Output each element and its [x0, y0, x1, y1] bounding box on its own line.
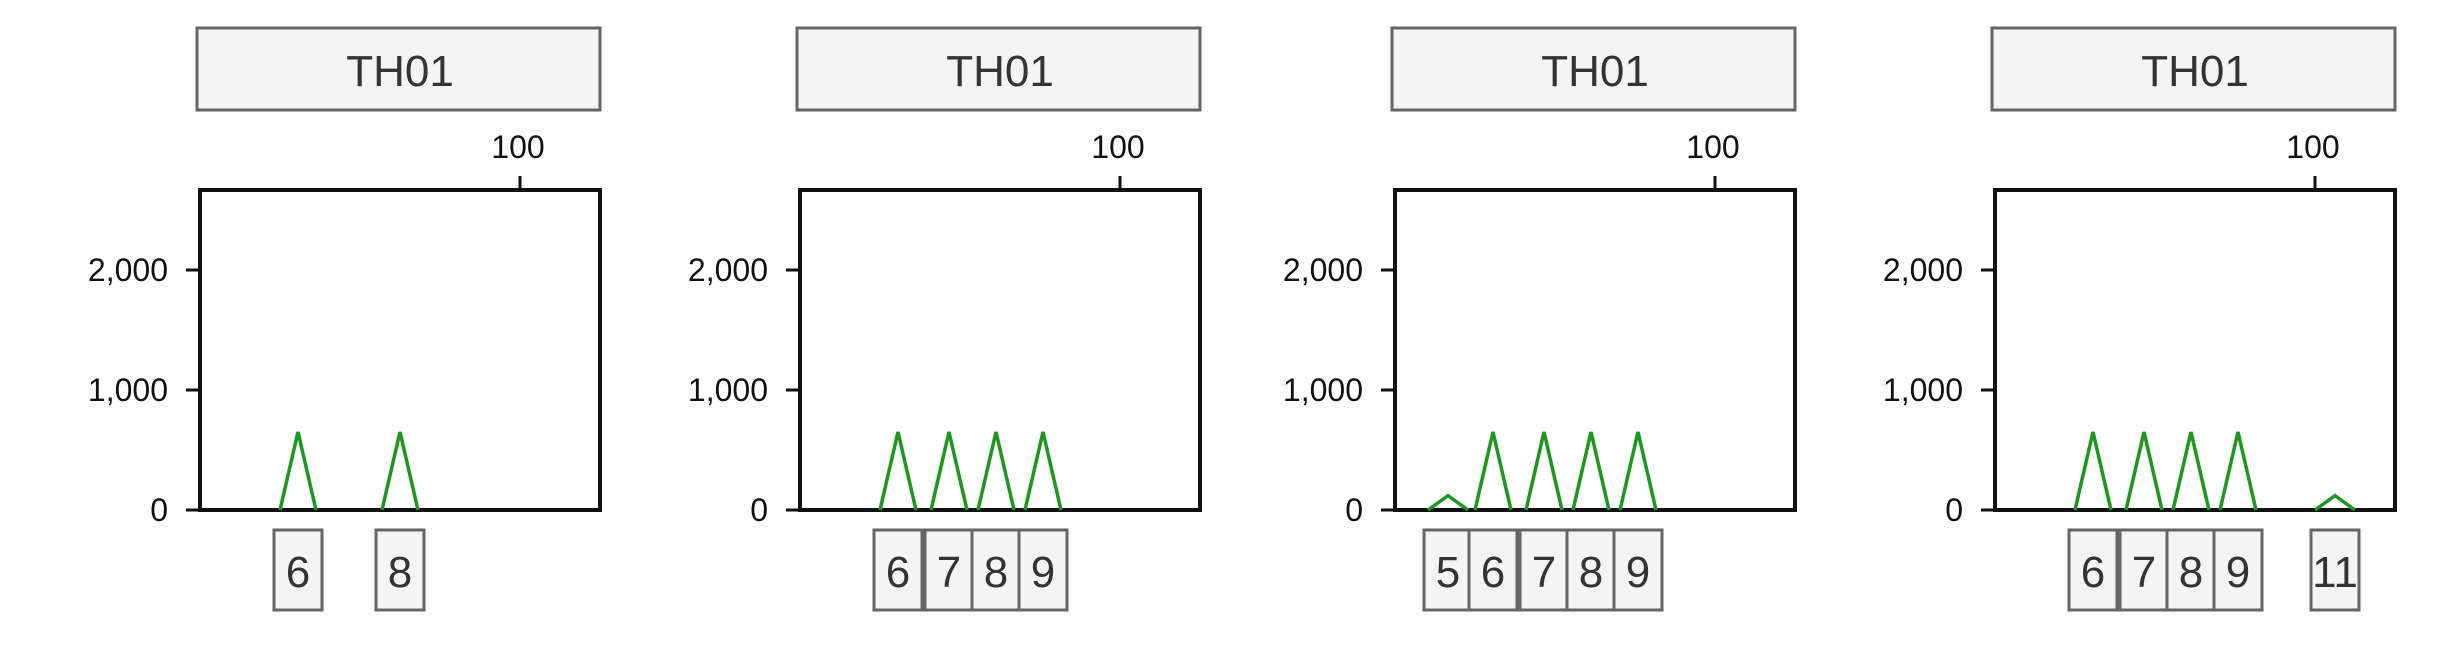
allele-label: 9	[2226, 548, 2250, 597]
allele-label: 8	[388, 548, 412, 597]
y-tick-label: 2,000	[1883, 252, 1963, 288]
allele-label: 9	[1626, 548, 1650, 597]
allele-label: 9	[1031, 548, 1055, 597]
y-tick-label: 2,000	[1283, 252, 1363, 288]
plot-frame	[1393, 188, 1797, 512]
y-tick-label: 0	[750, 492, 768, 528]
allele-label-box	[272, 528, 324, 612]
peak-allele-6	[2073, 431, 2113, 511]
allele-label: 5	[1436, 548, 1460, 597]
allele-label-box	[374, 528, 426, 612]
y-tick-label: 1,000	[1883, 372, 1963, 408]
allele-label: 7	[1532, 548, 1556, 597]
allele-label: 8	[1579, 548, 1603, 597]
x-tick-label: 100	[1686, 129, 1739, 165]
peak-allele-5	[1426, 493, 1470, 512]
panel-title-box	[1990, 26, 2397, 112]
peak-allele-8	[380, 431, 420, 511]
peak-allele-7	[929, 431, 969, 511]
allele-label: 7	[937, 548, 961, 597]
allele-label: 6	[1481, 548, 1505, 597]
peak-allele-8	[1571, 431, 1611, 511]
panel-1: TH01 0 1,000 2,000 100 6 8	[88, 26, 602, 612]
allele-label: 6	[2081, 548, 2105, 597]
panel-4: TH01 0 1,000 2,000 100 6 7 8 9 11	[1883, 26, 2397, 612]
panel-title-box	[795, 26, 1202, 112]
panel-2: TH01 0 1,000 2,000 100 6 7 8 9	[688, 26, 1202, 612]
x-tick-label: 100	[2286, 129, 2339, 165]
y-tick-label: 1,000	[688, 372, 768, 408]
peak-allele-6	[278, 431, 318, 511]
panel-title-box	[1390, 26, 1797, 112]
allele-label: 6	[286, 548, 310, 597]
x-tick-label: 100	[1091, 129, 1144, 165]
y-tick-label: 0	[1345, 492, 1363, 528]
allele-label-box	[2212, 528, 2264, 612]
allele-label: 7	[2132, 548, 2156, 597]
panel-title: TH01	[2141, 47, 2249, 96]
panel-title: TH01	[946, 47, 1054, 96]
y-tick-label: 0	[150, 492, 168, 528]
x-tick-label: 100	[491, 129, 544, 165]
panel-title-box	[195, 26, 602, 112]
peak-allele-9	[1023, 431, 1063, 511]
peak-allele-7	[1524, 431, 1564, 511]
panel-title: TH01	[1541, 47, 1649, 96]
panel-title: TH01	[346, 47, 454, 96]
peak-allele-6	[1473, 431, 1513, 511]
allele-label-box	[1612, 528, 1664, 612]
allele-label-box	[1467, 528, 1519, 612]
peak-allele-9	[1618, 431, 1658, 511]
peak-allele-8	[2171, 431, 2211, 511]
allele-label-box	[2067, 528, 2119, 612]
panel-3: TH01 0 1,000 2,000 100 5 6 7 8 9	[1283, 26, 1797, 612]
plot-frame	[1993, 188, 2397, 512]
y-tick-label: 2,000	[688, 252, 768, 288]
allele-label-box	[2118, 528, 2170, 612]
plot-frame	[798, 188, 1202, 512]
allele-label-box	[2309, 528, 2361, 612]
allele-label: 8	[2179, 548, 2203, 597]
peak-allele-8	[976, 431, 1016, 511]
allele-label: 6	[886, 548, 910, 597]
allele-label-box	[1017, 528, 1069, 612]
peak-allele-11	[2313, 493, 2357, 512]
allele-label-box	[1518, 528, 1570, 612]
y-tick-label: 1,000	[88, 372, 168, 408]
y-tick-label: 2,000	[88, 252, 168, 288]
y-tick-label: 1,000	[1283, 372, 1363, 408]
allele-label-box	[1565, 528, 1617, 612]
peak-allele-6	[878, 431, 918, 511]
peak-allele-7	[2124, 431, 2164, 511]
peak-allele-9	[2218, 431, 2258, 511]
plot-frame	[198, 188, 602, 512]
allele-label: 11	[2312, 548, 2358, 597]
allele-label-box	[2165, 528, 2217, 612]
allele-label: 8	[984, 548, 1008, 597]
y-tick-label: 0	[1945, 492, 1963, 528]
allele-label-box	[872, 528, 924, 612]
